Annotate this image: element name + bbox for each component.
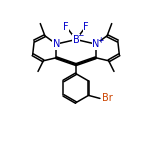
Text: N: N <box>92 39 99 49</box>
Text: Br: Br <box>102 93 112 103</box>
Text: F: F <box>63 22 69 32</box>
Text: +: + <box>97 36 103 45</box>
Text: N: N <box>53 39 60 49</box>
Text: F: F <box>83 22 89 32</box>
Text: B: B <box>73 35 79 45</box>
Text: −: − <box>77 31 83 40</box>
